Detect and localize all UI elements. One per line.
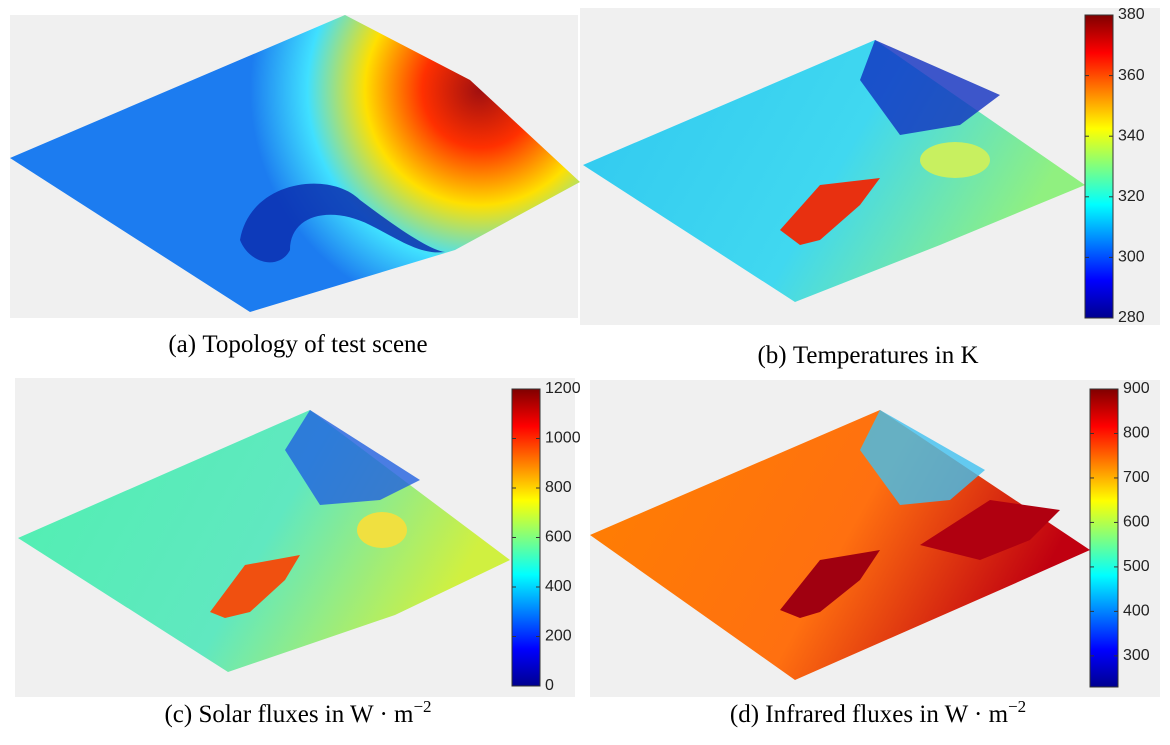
colorbar-tick-label: 360 (1118, 67, 1145, 84)
surface-feature (860, 40, 1000, 135)
colorbar-tick-label: 800 (1123, 425, 1150, 442)
colorbars: 280 300 320 340 360 380 0 200 400 600 800 1000 1200 3… (511, 6, 1150, 694)
colorbar-tick-label: 0 (545, 677, 554, 694)
colorbar-tick-label: 280 (1118, 309, 1145, 326)
captions: (a) Topology of test scene (b) Temperatur… (164, 331, 1026, 728)
surface-feature (210, 555, 300, 618)
caption: (c) Solar fluxes in W · m−2 (164, 697, 431, 728)
caption-text: Temperatures in K (793, 342, 979, 369)
surface-feature (357, 512, 407, 548)
caption-text: Infrared fluxes in W · m (765, 701, 1008, 728)
colorbar-tick-label: 500 (1123, 558, 1150, 575)
surface-feature (780, 550, 880, 618)
colorbar-tick-label: 400 (545, 578, 572, 595)
caption: (b) Temperatures in K (757, 342, 978, 369)
surface-feature (920, 142, 990, 178)
surface (10, 15, 580, 312)
colorbar-tick-label: 600 (1123, 514, 1150, 531)
colorbar-tick-label: 1000 (545, 430, 581, 447)
colorbar-tick-label: 400 (1123, 603, 1150, 620)
colorbar-tick-label: 340 (1118, 127, 1145, 144)
surface-feature (285, 410, 420, 505)
caption-text: Solar fluxes in W · m (198, 701, 414, 728)
surface-feature (240, 183, 445, 263)
colorbar-tick-label: 600 (545, 529, 572, 546)
surface-feature (920, 500, 1060, 560)
colorbar (1084, 14, 1114, 319)
colorbar-tick-label: 200 (545, 628, 572, 645)
colorbar (511, 388, 541, 687)
colorbar-tick-label: 1200 (545, 380, 581, 397)
caption-superscript: −2 (1008, 697, 1026, 716)
colorbar-tick-label: 300 (1123, 647, 1150, 664)
caption-label: (a) (168, 331, 196, 358)
caption-label: (d) (730, 701, 759, 728)
colorbar-tick-label: 900 (1123, 380, 1150, 397)
caption-superscript: −2 (413, 697, 431, 716)
caption-text: Topology of test scene (202, 331, 427, 358)
caption-label: (b) (757, 342, 786, 369)
colorbar-tick-label: 380 (1118, 6, 1145, 23)
surface-feature (860, 410, 985, 505)
caption: (d) Infrared fluxes in W · m−2 (730, 697, 1026, 728)
surface-feature (780, 178, 880, 245)
colorbar-tick-label: 700 (1123, 469, 1150, 486)
caption: (a) Topology of test scene (168, 331, 427, 358)
colorbar (1089, 388, 1119, 688)
colorbar-tick-label: 320 (1118, 188, 1145, 205)
colorbar-tick-label: 800 (545, 479, 572, 496)
caption-label: (c) (164, 701, 192, 728)
colorbar-tick-label: 300 (1118, 249, 1145, 266)
